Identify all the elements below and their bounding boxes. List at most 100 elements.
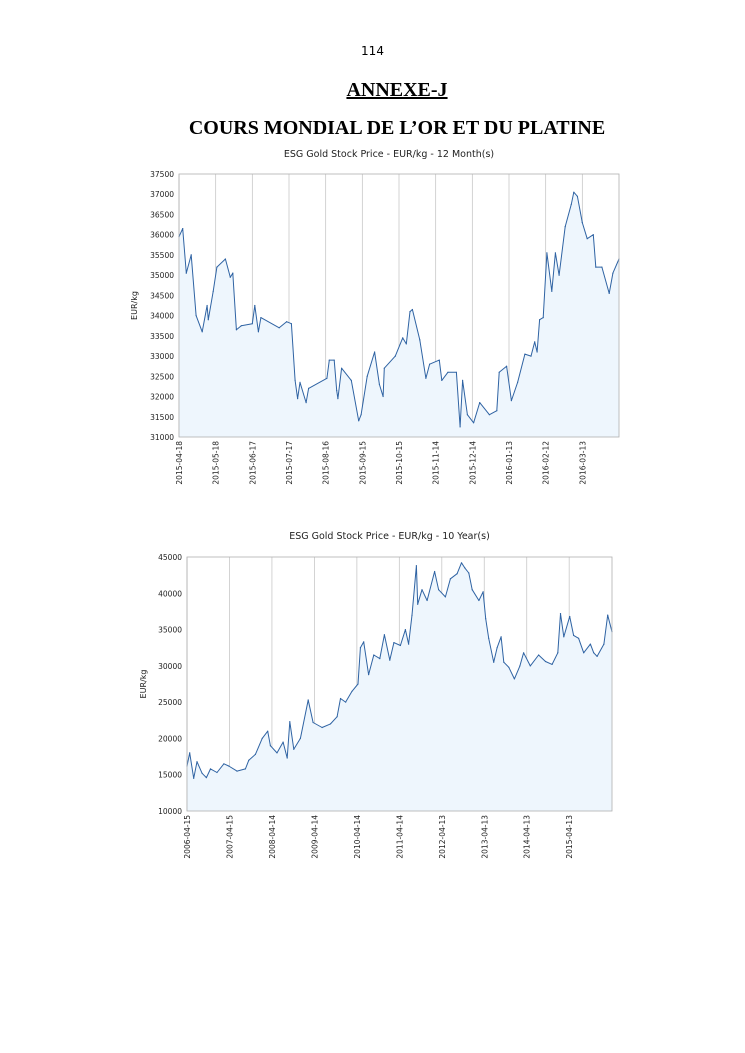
data-point [479,402,481,404]
data-point [523,652,525,654]
x-tick-label: 2013-04-13 [480,815,489,859]
data-point [209,768,212,770]
x-tick-label: 2015-08-16 [322,441,331,485]
data-point [278,327,280,329]
y-tick-label: 32500 [150,372,174,381]
data-point [592,234,594,236]
data-point [201,331,203,333]
data-point [559,613,562,615]
x-tick-label: 2015-12-14 [468,441,477,485]
data-point [195,315,197,317]
data-point [408,643,410,645]
data-point [498,371,500,373]
data-point [236,770,238,772]
data-point [583,652,585,654]
x-tick-label: 2016-02-12 [542,441,551,485]
data-point [488,414,490,416]
data-point [307,699,309,701]
data-point [326,377,328,379]
data-point [312,721,314,724]
data-point [261,737,263,740]
data-point [441,379,443,381]
data-point [608,292,610,294]
chart-2: ESG Gold Stock Price - EUR/kg - 10 Year(… [139,531,613,859]
data-point [257,331,259,333]
data-point [438,589,440,591]
data-point [228,765,230,767]
x-tick-label: 2015-11-14 [432,441,441,485]
data-point [459,426,461,428]
y-tick-label: 36500 [150,210,174,219]
y-tick-label: 20000 [158,734,182,743]
data-point [189,752,191,754]
data-point [201,772,203,774]
y-tick-label: 33500 [150,332,174,341]
x-tick-label: 2015-05-18 [212,441,221,485]
x-tick-label: 2007-04-15 [225,815,234,859]
data-point [478,599,480,602]
data-point [399,644,401,647]
data-point [596,655,598,658]
data-point [260,317,262,319]
data-point [500,636,502,638]
x-tick-label: 2015-04-18 [175,441,184,485]
y-tick-label: 36000 [150,231,174,240]
data-point [286,321,288,323]
data-point [496,647,498,649]
x-tick-label: 2015-06-17 [248,441,257,485]
data-point [382,395,384,398]
data-point [379,658,381,660]
page-number: 114 [361,44,384,58]
data-point [337,398,339,400]
data-point [536,351,538,353]
data-point [438,359,440,361]
y-tick-label: 31000 [150,433,174,442]
data-point [503,661,505,663]
x-tick-label: 2016-03-13 [578,441,587,485]
data-point [426,599,428,602]
data-point [557,652,559,654]
data-point [581,222,583,224]
x-tick-label: 2015-09-15 [358,441,367,485]
data-point [333,359,335,361]
y-tick-label: 40000 [158,589,182,598]
data-point [419,339,421,341]
y-tick-label: 34000 [150,312,174,321]
data-point [251,323,253,325]
data-point [244,768,246,770]
data-point [434,570,436,573]
data-point [206,304,208,307]
data-point [269,745,271,747]
data-point [336,389,338,392]
data-point [517,381,519,383]
data-point [496,410,498,412]
data-point [601,266,603,268]
data-point [383,367,385,369]
data-point [444,596,446,598]
data-point [544,660,547,663]
data-point [524,353,526,355]
data-point [510,400,512,402]
data-point [563,636,565,638]
data-point [468,572,470,574]
data-point [466,414,468,416]
data-point [534,341,536,343]
data-point [359,647,361,649]
chart-title: ESG Gold Stock Price - EUR/kg - 12 Month… [284,149,494,160]
data-point [185,272,187,274]
series-area [179,192,619,437]
data-point [411,614,413,616]
data-point [404,629,406,631]
data-point [196,761,198,763]
data-point [345,701,347,703]
data-point [336,716,338,718]
y-tick-label: 31500 [150,413,174,422]
data-point [393,642,395,644]
data-point [358,420,360,422]
data-point [205,777,207,779]
data-point [462,379,464,381]
plot-border [178,173,620,438]
data-point [455,371,457,373]
data-point [425,377,427,379]
annex-heading: ANNEXE-J [346,79,448,101]
